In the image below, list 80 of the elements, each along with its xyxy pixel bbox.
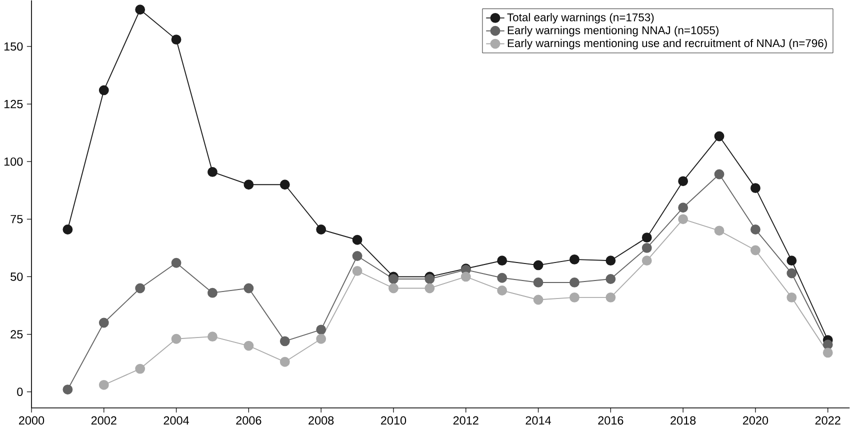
- x-tick-label: 2012: [453, 416, 478, 425]
- point: [352, 250, 362, 261]
- point: [460, 272, 471, 282]
- y-tick-label: 75: [10, 214, 23, 224]
- point: [135, 364, 146, 374]
- x-tick-label: 2018: [670, 416, 696, 425]
- point: [642, 256, 652, 266]
- point: [316, 324, 326, 335]
- x-tick-label: 2002: [91, 416, 116, 425]
- point: [786, 268, 797, 278]
- point: [497, 272, 508, 283]
- point: [678, 214, 688, 224]
- point: [606, 274, 616, 284]
- point: [352, 266, 362, 276]
- y-tick-label: 100: [4, 157, 23, 166]
- point: [171, 34, 182, 44]
- point: [570, 277, 580, 288]
- point: [62, 224, 73, 234]
- point: [98, 318, 109, 328]
- point: [678, 202, 688, 213]
- point: [497, 285, 508, 296]
- point: [208, 332, 218, 342]
- point: [714, 226, 724, 236]
- point: [424, 283, 435, 294]
- point: [750, 183, 760, 193]
- point: [570, 254, 580, 264]
- point: [714, 169, 724, 180]
- x-tick-label: 2000: [19, 416, 44, 425]
- point: [822, 348, 833, 358]
- point: [606, 256, 616, 266]
- point: [750, 245, 760, 256]
- point: [98, 85, 109, 96]
- point: [171, 334, 182, 344]
- point: [678, 176, 688, 186]
- legend-label: Total early warnings (n=1753): [507, 12, 654, 24]
- point: [316, 224, 326, 234]
- point: [280, 180, 290, 190]
- point: [208, 166, 218, 177]
- x-tick-label: 2004: [164, 416, 189, 425]
- point: [822, 340, 833, 350]
- y-tick-label: 25: [10, 330, 23, 338]
- point: [786, 256, 797, 266]
- point: [533, 277, 544, 288]
- point: [280, 336, 290, 346]
- x-tick-label: 2010: [380, 416, 406, 425]
- point: [244, 180, 254, 190]
- point: [208, 288, 218, 298]
- y-tick-label: 150: [4, 42, 23, 51]
- point: [388, 283, 398, 294]
- point: [352, 234, 362, 245]
- point: [244, 283, 254, 294]
- point: [533, 294, 544, 305]
- point: [98, 380, 109, 390]
- x-tick-label: 2016: [598, 416, 624, 425]
- point: [642, 232, 652, 242]
- point: [750, 224, 760, 234]
- point: [135, 4, 146, 15]
- x-tick-label: 2008: [308, 416, 334, 425]
- y-tick-label: 125: [4, 100, 23, 108]
- point: [244, 340, 254, 351]
- point: [280, 356, 290, 367]
- point: [533, 260, 544, 270]
- point: [786, 292, 797, 302]
- legend-label: Early warnings mentioning use and recruitment of NNAJ (n=796): [508, 38, 827, 50]
- point: [316, 334, 326, 344]
- x-tick-label: 2020: [742, 416, 768, 425]
- x-tick-label: 2022: [815, 416, 840, 425]
- legend-label: Early warnings mentioning NNAJ (n=1055): [508, 26, 718, 36]
- x-tick-label: 2014: [526, 416, 551, 425]
- y-tick-label: 50: [10, 272, 23, 281]
- point: [642, 242, 652, 253]
- x-tick-label: 2006: [236, 416, 262, 425]
- point: [497, 256, 508, 266]
- point: [570, 292, 580, 302]
- point: [714, 131, 724, 142]
- point: [171, 258, 182, 268]
- y-tick-label: 0: [17, 388, 23, 396]
- point: [62, 384, 73, 394]
- point: [135, 283, 146, 294]
- point: [606, 292, 616, 302]
